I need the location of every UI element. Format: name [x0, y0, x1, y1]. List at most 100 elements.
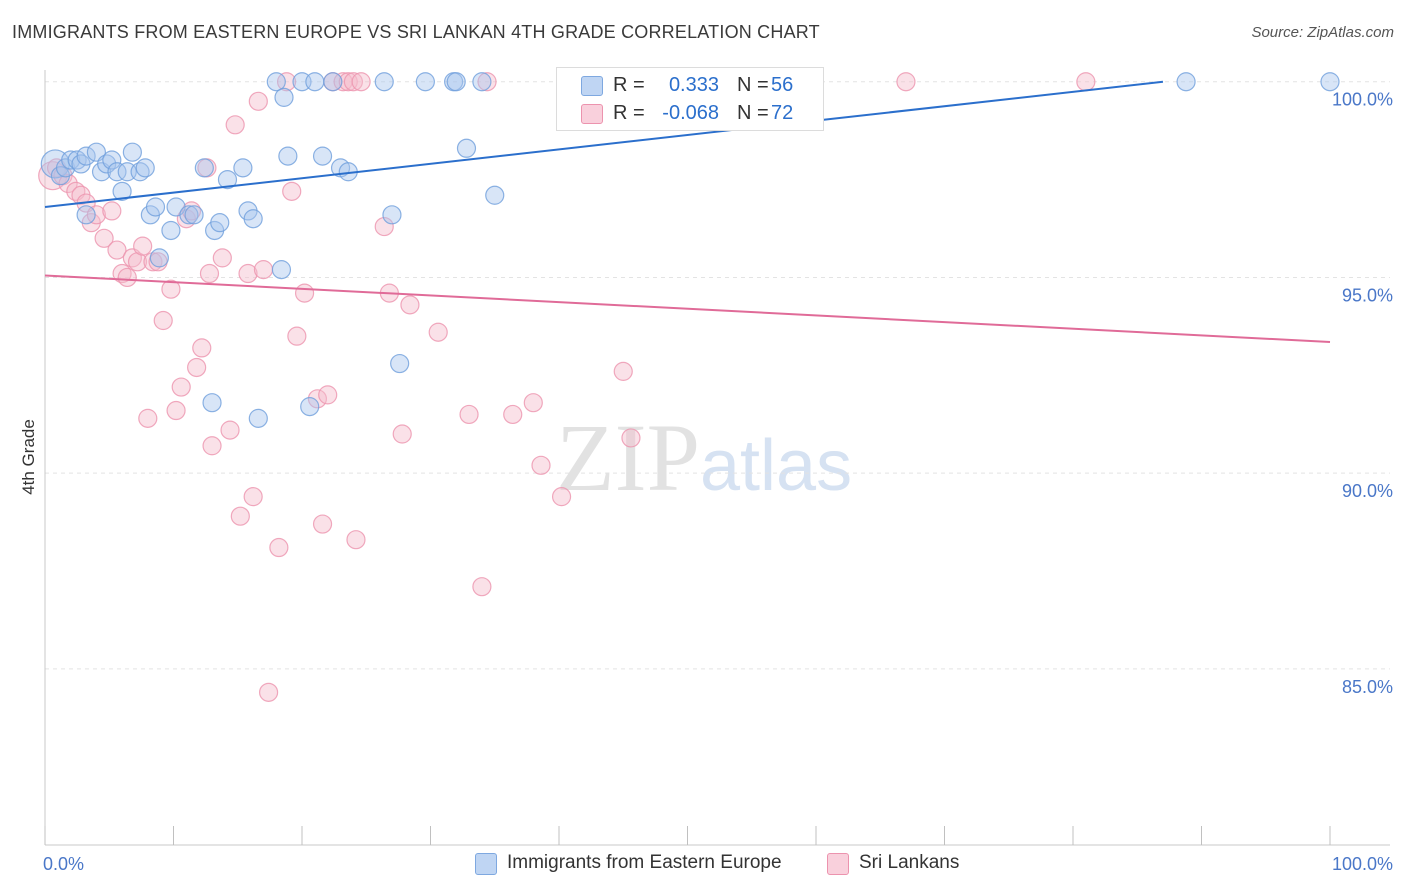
point-eastern-europe [248, 408, 268, 428]
stats-legend: R = 0.333 N = 56 R = -0.068 N = 72 [556, 67, 824, 131]
y-tick-label: 90.0% [1342, 481, 1393, 501]
point-eastern-europe [485, 185, 505, 205]
point-sri-lankans [153, 310, 173, 331]
point-sri-lankans [199, 263, 220, 284]
point-eastern-europe [300, 397, 320, 417]
point-eastern-europe [102, 150, 122, 170]
point-sri-lankans [459, 404, 479, 425]
point-eastern-europe [266, 72, 286, 92]
point-eastern-europe [472, 72, 492, 92]
point-sri-lankans [523, 393, 543, 413]
chart-title: IMMIGRANTS FROM EASTERN EUROPE VS SRI LA… [12, 22, 820, 42]
point-eastern-europe [145, 197, 166, 217]
point-sri-lankans [202, 436, 222, 456]
y-tick-label: 100.0% [1332, 90, 1393, 110]
labels-layer: 85.0% 90.0% 95.0% 100.0% 0.0% 100.0% 4th Grade [19, 90, 1393, 874]
point-sri-lankans [117, 267, 137, 288]
point-sri-lankans [282, 181, 302, 201]
point-sri-lankans [133, 236, 153, 256]
point-sri-lankans [307, 389, 328, 409]
point-sri-lankans [374, 216, 394, 237]
r-value: -0.068 [662, 102, 719, 124]
point-sri-lankans [58, 173, 78, 194]
blue-swatch [581, 76, 603, 96]
point-sri-lankans [243, 487, 263, 507]
points-layer [38, 72, 1340, 702]
n-label: N = [737, 74, 769, 96]
n-value: 56 [771, 74, 794, 96]
point-eastern-europe [233, 158, 253, 178]
point-sri-lankans [613, 361, 633, 381]
point-eastern-europe [271, 260, 292, 280]
point-sri-lankans [212, 248, 232, 268]
source-label: Source: ZipAtlas.com [1251, 24, 1394, 41]
point-sri-lankans [1076, 72, 1096, 92]
point-sri-lankans [269, 537, 289, 558]
point-eastern-europe [202, 393, 222, 413]
trend-line-sri-lankans [44, 274, 1331, 344]
point-eastern-europe [76, 146, 96, 166]
point-sri-lankans [253, 260, 274, 280]
point-sri-lankans [472, 577, 492, 597]
point-sri-lankans [192, 338, 212, 358]
point-sri-lankans [230, 506, 250, 526]
r-label: R = [613, 102, 645, 124]
point-sri-lankans [477, 72, 497, 92]
series-legend: Immigrants from Eastern Europe Sri Lanka… [0, 851, 1406, 879]
y-tick-label: 85.0% [1342, 677, 1393, 697]
point-sri-lankans [312, 514, 333, 534]
pink-swatch [581, 104, 603, 124]
point-sri-lankans [276, 72, 297, 92]
point-eastern-europe [76, 205, 96, 225]
point-sri-lankans [400, 295, 420, 315]
point-eastern-europe [456, 138, 477, 158]
point-sri-lankans [248, 91, 268, 111]
point-sri-lankans [225, 115, 245, 135]
point-sri-lankans [258, 682, 279, 702]
point-eastern-europe [135, 158, 155, 178]
pink-swatch [827, 853, 849, 875]
point-sri-lankans [86, 205, 107, 225]
point-sri-lankans [238, 263, 258, 284]
point-eastern-europe [1176, 72, 1196, 92]
point-sri-lankans [503, 404, 523, 425]
r-value: 0.333 [668, 74, 719, 96]
point-sri-lankans [621, 428, 641, 448]
point-eastern-europe [1320, 72, 1340, 92]
point-eastern-europe [184, 205, 204, 225]
point-sri-lankans [318, 385, 338, 405]
point-eastern-europe [415, 72, 435, 92]
trend-line-eastern-europe [44, 80, 1164, 208]
point-eastern-europe [161, 220, 181, 241]
point-eastern-europe [210, 213, 230, 233]
watermark-atlas: atlas [700, 426, 853, 506]
point-sri-lankans [287, 326, 307, 346]
point-eastern-europe [323, 72, 343, 92]
stats-row-pink: R = -0.068 N = 72 [557, 100, 823, 128]
point-sri-lankans [161, 279, 181, 299]
point-sri-lankans [551, 487, 572, 507]
stats-row-blue: R = 0.333 N = 56 [557, 72, 823, 100]
trend-layer [44, 80, 1331, 344]
n-label: N = [737, 102, 769, 124]
y-tick-label: 95.0% [1342, 285, 1393, 305]
legend-label: Immigrants from Eastern Europe [507, 852, 782, 873]
point-sri-lankans [102, 201, 122, 221]
point-eastern-europe [382, 205, 402, 225]
point-eastern-europe [61, 150, 81, 170]
point-sri-lankans [294, 283, 315, 303]
point-sri-lankans [896, 72, 916, 92]
point-eastern-europe [243, 209, 263, 229]
point-eastern-europe [374, 72, 394, 92]
blue-swatch [475, 853, 497, 875]
point-eastern-europe [274, 87, 294, 107]
point-sri-lankans [187, 357, 207, 378]
point-sri-lankans [392, 424, 412, 444]
legend-label: Sri Lankans [859, 852, 960, 873]
point-sri-lankans [171, 377, 191, 397]
point-sri-lankans [351, 72, 371, 92]
point-eastern-europe [217, 169, 238, 190]
point-eastern-europe [312, 146, 333, 166]
point-sri-lankans [107, 240, 127, 260]
